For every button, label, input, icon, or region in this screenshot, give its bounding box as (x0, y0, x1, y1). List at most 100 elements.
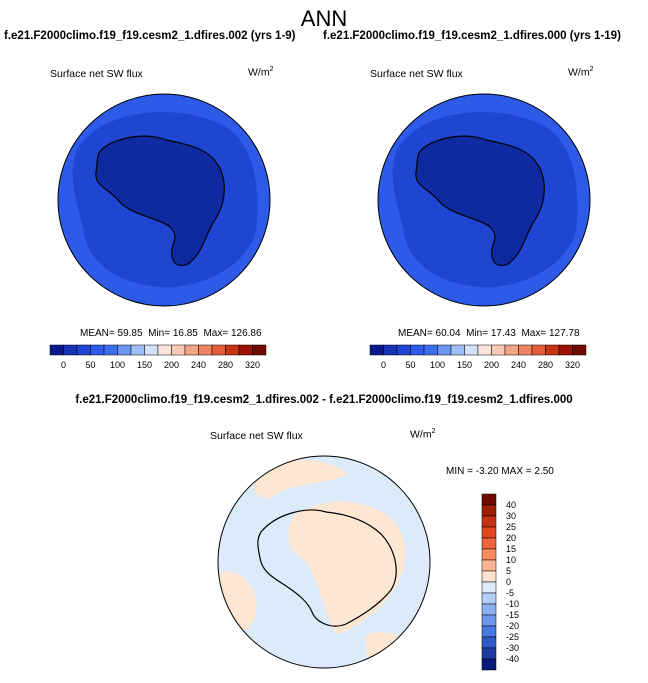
colorbar-swatch (211, 344, 226, 356)
antarctica-shape (95, 135, 225, 266)
colorbar-swatch (410, 344, 425, 356)
colorbar-swatch (184, 344, 199, 356)
colorbar-swatch (225, 344, 240, 356)
map-left (57, 93, 271, 307)
colorbar-swatch (437, 344, 452, 356)
colorbar-tick-label: -40 (506, 654, 519, 664)
colorbar-swatch (481, 581, 497, 594)
colorbar-tick-label: 50 (405, 360, 415, 370)
colorbar-swatch (63, 344, 78, 356)
variable-label-left: Surface net SW flux (50, 68, 143, 80)
unit-label-right: W/m2 (568, 66, 594, 79)
colorbar-tick-label: 0 (61, 360, 66, 370)
colorbar-swatch (481, 647, 497, 660)
colorbar-swatch (396, 344, 411, 356)
colorbar-swatch (481, 570, 497, 583)
positive-anomaly-region (366, 632, 416, 663)
variable-label-diff: Surface net SW flux (210, 430, 303, 442)
colorbar-swatch (117, 344, 132, 356)
page-title: ANN (300, 6, 348, 31)
difference-title: f.e21.F2000climo.f19_f19.cesm2_1.dfires.… (75, 394, 573, 406)
colorbar-tick-label: 200 (484, 360, 499, 370)
colorbar-tick-label: 20 (506, 533, 516, 543)
colorbar-tick-label: 0 (506, 577, 511, 587)
colorbar-tick-label: 100 (430, 360, 445, 370)
colorbar-tick-label: 30 (506, 511, 516, 521)
positive-anomaly-region (253, 458, 346, 499)
colorbar-swatch (481, 537, 497, 550)
colorbar-swatch (383, 344, 398, 356)
colorbar-swatch (90, 344, 105, 356)
colorbar-swatch (481, 603, 497, 616)
unit-label-diff: W/m2 (410, 428, 436, 441)
colorbar-swatch (144, 344, 159, 356)
colorbar-tick-label: 280 (538, 360, 553, 370)
colorbar-tick-label: 280 (218, 360, 233, 370)
colorbar-swatch (450, 344, 465, 356)
colorbar-swatch (49, 344, 64, 356)
positive-anomaly-region (288, 501, 406, 634)
colorbar-swatch (198, 344, 213, 356)
colorbar-tick-label: 25 (506, 522, 516, 532)
colorbar-tick-label: 240 (511, 360, 526, 370)
unit-label-left: W/m2 (248, 66, 274, 79)
colorbar-tick-label: 15 (506, 544, 516, 554)
colorbar-left: 0 50 100 150 200 240 280 320 (49, 344, 267, 370)
colorbar-tick-label: -5 (506, 588, 514, 598)
colorbar-tick-label: 40 (506, 500, 516, 510)
colorbar-swatch (481, 614, 497, 627)
antarctica-outline (257, 509, 397, 627)
colorbar-tick-label: -25 (506, 632, 519, 642)
colorbar-swatch (252, 344, 267, 356)
colorbar-swatch (103, 344, 118, 356)
variable-label-right: Surface net SW flux (370, 68, 463, 80)
colorbar-swatch (76, 344, 91, 356)
colorbar-tick-label: 50 (85, 360, 95, 370)
colorbar-swatch (481, 526, 497, 539)
colorbar-swatch (481, 493, 497, 506)
colorbar-swatch (481, 636, 497, 649)
colorbar-swatch (130, 344, 145, 356)
colorbar-swatch (481, 658, 497, 671)
map-right (377, 93, 591, 307)
stats-left: MEAN= 59.85 Min= 16.85 Max= 126.86 (80, 328, 262, 339)
colorbar-swatch (464, 344, 479, 356)
colorbar-tick-label: 320 (245, 360, 260, 370)
colorbar-tick-label: 10 (506, 555, 516, 565)
colorbar-tick-label: 5 (506, 566, 511, 576)
colorbar-tick-label: 200 (164, 360, 179, 370)
colorbar-swatch (504, 344, 519, 356)
colorbar-tick-label: 0 (381, 360, 386, 370)
colorbar-swatch (545, 344, 560, 356)
colorbar-tick-label: 320 (565, 360, 580, 370)
colorbar-swatch (369, 344, 384, 356)
colorbar-swatch (423, 344, 438, 356)
colorbar-swatch (491, 344, 506, 356)
colorbar-swatch (531, 344, 546, 356)
colorbar-swatch (171, 344, 186, 356)
colorbar-swatch (157, 344, 172, 356)
colorbar-tick-label: 150 (137, 360, 152, 370)
case-label-right: f.e21.F2000climo.f19_f19.cesm2_1.dfires.… (323, 30, 621, 42)
colorbar-tick-label: -20 (506, 621, 519, 631)
colorbar-swatch (481, 559, 497, 572)
colorbar-tick-label: 100 (110, 360, 125, 370)
case-label-left: f.e21.F2000climo.f19_f19.cesm2_1.dfires.… (4, 30, 296, 42)
colorbar-tick-label: -30 (506, 643, 519, 653)
stats-right: MEAN= 60.04 Min= 17.43 Max= 127.78 (398, 328, 580, 339)
colorbar-tick-label: -15 (506, 610, 519, 620)
colorbar-swatch (481, 504, 497, 517)
colorbar-swatch (558, 344, 573, 356)
colorbar-swatch (481, 548, 497, 561)
colorbar-swatch (572, 344, 587, 356)
colorbar-swatch (481, 625, 497, 638)
colorbar-tick-label: 150 (457, 360, 472, 370)
colorbar-swatch (518, 344, 533, 356)
colorbar-right: 0 50 100 150 200 240 280 320 (369, 344, 587, 370)
map-difference (217, 455, 431, 669)
colorbar-tick-label: -10 (506, 599, 519, 609)
colorbar-tick-label: 240 (191, 360, 206, 370)
diff-minmax: MIN = -3.20 MAX = 2.50 (446, 466, 554, 477)
colorbar-swatch (481, 515, 497, 528)
